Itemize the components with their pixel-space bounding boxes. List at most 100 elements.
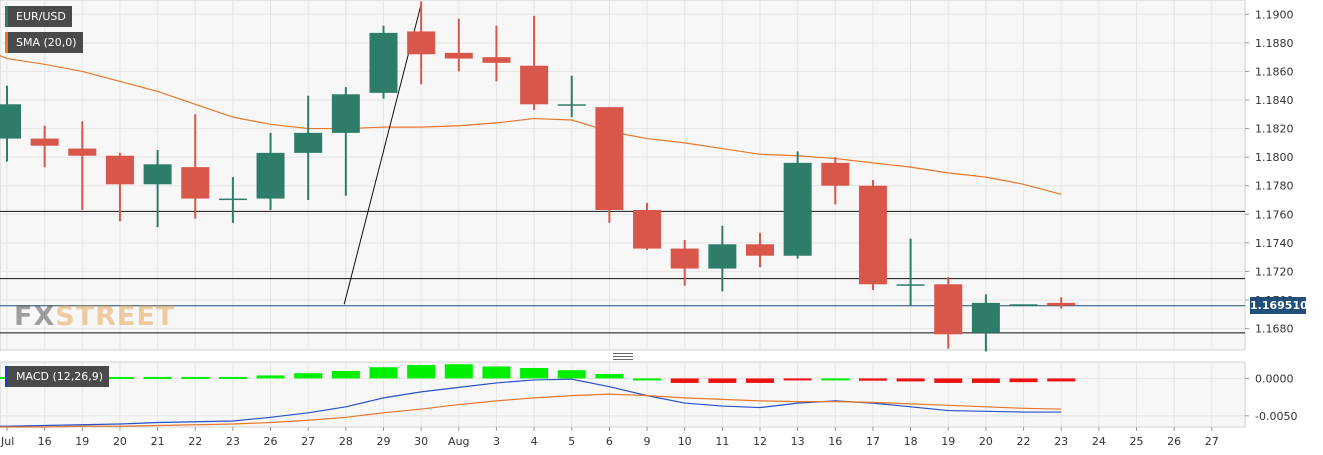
macd-histogram-bar [746, 378, 774, 383]
symbol-legend[interactable]: EUR/USD [5, 6, 72, 27]
date-tick-label: 27 [1205, 435, 1219, 448]
candle-body [1009, 304, 1038, 306]
date-tick-label: 21 [151, 435, 165, 448]
date-tick-label: 19 [941, 435, 955, 448]
candle-body [934, 284, 963, 335]
date-tick-label: 30 [414, 435, 428, 448]
macd-histogram-bar [1009, 378, 1038, 383]
candle-body [482, 57, 511, 63]
candle-body [294, 132, 323, 153]
candle-body [0, 104, 21, 139]
candles [0, 1, 1076, 352]
macd-histogram-bar [218, 376, 247, 379]
macd-histogram-bar [783, 378, 812, 381]
date-tick-label: 4 [531, 435, 538, 448]
date-tick-label: Jul [0, 435, 14, 448]
macd-histogram-bar [896, 378, 925, 382]
candle-body [520, 65, 549, 105]
candle-body [595, 107, 624, 210]
macd-legend[interactable]: MACD (12,26,9) [5, 366, 110, 387]
macd-histogram-bar [520, 367, 549, 379]
sma-label: SMA (20,0) [16, 36, 77, 49]
date-tick-label: 26 [1167, 435, 1181, 448]
sma-polyline [0, 55, 1062, 195]
candle-body [971, 302, 1000, 333]
candle-body [218, 198, 247, 201]
macd-histogram-bar [670, 378, 699, 383]
date-tick-label: 20 [979, 435, 993, 448]
candle-body [331, 94, 360, 133]
date-tick-label: Aug [448, 435, 469, 448]
date-tick-label: 26 [264, 435, 278, 448]
date-tick-label: 11 [715, 435, 729, 448]
date-tick-label: 9 [644, 435, 651, 448]
date-tick-label: 24 [1092, 435, 1106, 448]
price-tick-label: 1.1680 [1255, 323, 1294, 336]
date-tick-label: 18 [904, 435, 918, 448]
macd-histogram-bar [595, 373, 624, 379]
candle-body [821, 162, 850, 186]
date-tick-label: 28 [339, 435, 353, 448]
symbol-swatch [5, 6, 8, 27]
candle-body [557, 104, 586, 106]
fxstreet-watermark: FXSTREET [14, 301, 175, 332]
price-tick-label: 1.1900 [1255, 8, 1294, 21]
macd-line [0, 378, 1062, 427]
macd-histogram-bar [105, 376, 134, 379]
grid [0, 0, 1245, 427]
macd-histogram-bar [331, 370, 360, 379]
sma-line [0, 55, 1062, 195]
candle-body [746, 244, 774, 256]
candle-body [369, 32, 398, 93]
candle-body [143, 164, 172, 185]
date-tick-label: 23 [226, 435, 240, 448]
signal-line [0, 393, 1062, 428]
candle-body [68, 148, 97, 156]
sma-swatch [5, 32, 8, 53]
macd-histogram-bar [369, 367, 398, 379]
macd-histogram-bar [708, 378, 737, 383]
date-tick-label: 12 [753, 435, 767, 448]
price-tick-label: 1.1820 [1255, 123, 1294, 136]
candle-body [256, 152, 285, 199]
price-tick-label: 1.1720 [1255, 265, 1294, 278]
price-tick-label: 1.1840 [1255, 94, 1294, 107]
watermark-part1: FX [14, 301, 56, 332]
price-tick-label: 1.1880 [1255, 37, 1294, 50]
watermark-part2: STREET [55, 301, 176, 332]
sma-legend[interactable]: SMA (20,0) [5, 32, 83, 53]
date-axis: Jul 16 19 20 21 22 23 26 27 28 29 30 Aug 3 4 5 6 9 10 11 12 1… [0, 427, 1219, 448]
macd-tick-label: -0.0050 [1255, 410, 1297, 423]
date-tick-label: 3 [493, 435, 500, 448]
price-tick-label: 1.1800 [1255, 151, 1294, 164]
macd-histogram-bar [633, 378, 662, 381]
candle-body [896, 284, 925, 286]
macd-histogram-bar [858, 378, 887, 381]
price-tick-label: 1.1780 [1255, 180, 1294, 193]
date-tick-label: 13 [791, 435, 805, 448]
candle-body [1047, 302, 1076, 306]
price-tick-label: 1.1740 [1255, 237, 1294, 250]
pane-resize-handle[interactable] [613, 353, 633, 360]
candle-body [708, 244, 737, 269]
candle-body [633, 210, 662, 249]
date-tick-label: 16 [828, 435, 842, 448]
price-axis: 1.1900 1.1880 1.1860 1.1840 1.1820 1.1800 1.17… [1245, 8, 1294, 336]
macd-histogram-bar [821, 378, 850, 381]
candle-body [30, 138, 59, 146]
macd-histogram-bar [256, 375, 285, 379]
date-tick-label: 10 [678, 435, 692, 448]
candle-body [858, 185, 887, 285]
macd-histogram-bar [181, 376, 210, 379]
date-tick-label: 19 [75, 435, 89, 448]
macd-histogram-bar [143, 376, 172, 379]
candle-body [783, 162, 812, 256]
date-tick-label: 25 [1130, 435, 1144, 448]
date-tick-label: 22 [188, 435, 202, 448]
date-tick-label: 5 [568, 435, 575, 448]
symbol-label: EUR/USD [16, 10, 66, 23]
candle-body [181, 167, 210, 199]
macd-label: MACD (12,26,9) [16, 370, 104, 383]
date-tick-label: 20 [113, 435, 127, 448]
